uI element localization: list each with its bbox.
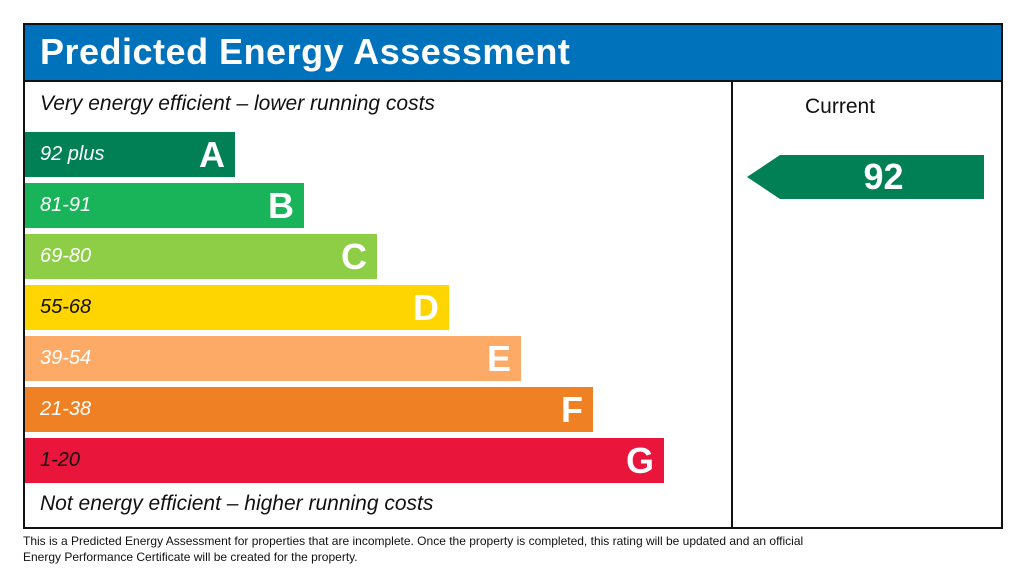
band-letter: C [341, 236, 367, 277]
band-letter: E [486, 338, 511, 379]
band-range: 81-91 [40, 194, 92, 216]
header: Predicted Energy Assessment [25, 25, 1001, 82]
band-letter: D [413, 287, 439, 328]
current-rating-value: 92 [863, 156, 904, 197]
band-letter: F [561, 389, 583, 430]
band-letter: G [625, 440, 654, 481]
band-letter: B [268, 185, 294, 226]
band-range: 55-68 [40, 296, 92, 318]
band-bar-a: 92 plus A [25, 132, 235, 177]
band-letter: A [199, 134, 225, 175]
band-bar-d: 55-68 D [25, 285, 449, 330]
current-rating-arrow [747, 155, 984, 199]
column-divider [731, 82, 733, 527]
top-note: Very energy efficient – lower running co… [40, 92, 435, 115]
current-label: Current [805, 95, 876, 118]
band-range: 1-20 [40, 449, 81, 471]
chart-title: Predicted Energy Assessment [40, 31, 571, 72]
band-bar-g: 1-20 G [25, 438, 664, 483]
band-range: 92 plus [40, 143, 105, 165]
band-bar-f: 21-38 F [25, 387, 593, 432]
band-bar-e: 39-54 E [25, 336, 521, 381]
energy-assessment-frame: Predicted Energy Assessment Very energy … [23, 23, 1003, 529]
band-range: 69-80 [40, 245, 92, 267]
footer-disclaimer: This is a Predicted Energy Assessment fo… [23, 534, 804, 564]
band-range: 39-54 [40, 347, 92, 369]
band-range: 21-38 [40, 398, 92, 420]
band-bar-c: 69-80 C [25, 234, 377, 279]
band-bar-b: 81-91 B [25, 183, 304, 228]
bottom-note: Not energy efficient – higher running co… [40, 492, 434, 515]
